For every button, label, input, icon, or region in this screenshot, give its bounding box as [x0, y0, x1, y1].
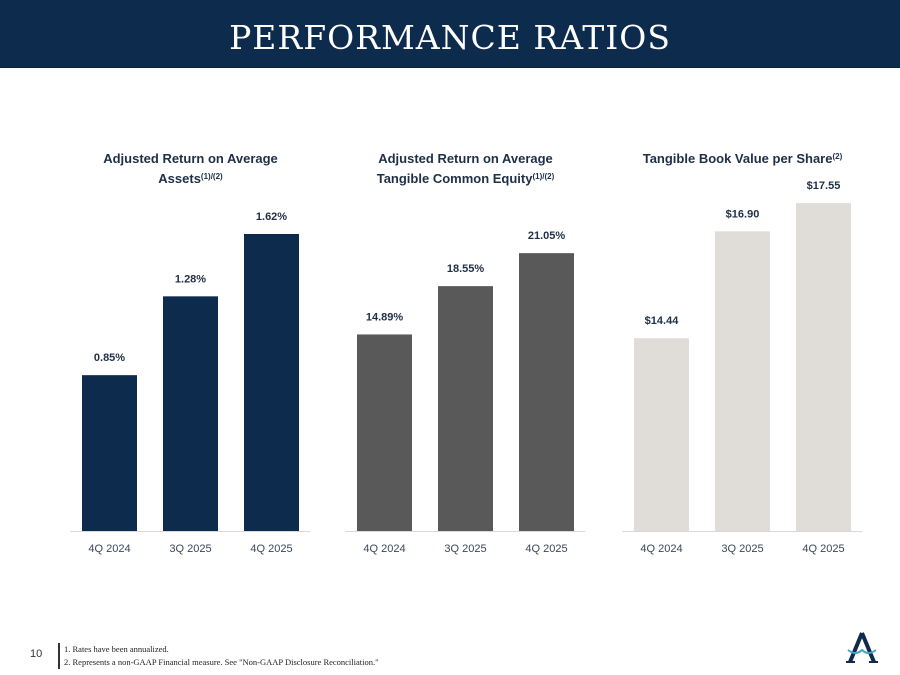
x-tick-label: 3Q 2025	[721, 543, 763, 555]
x-tick-label: 4Q 2024	[363, 543, 405, 555]
bar-3q-2025	[715, 231, 770, 532]
footnotes: 1. Rates have been annualized. 2. Repres…	[58, 643, 379, 669]
data-label: $17.55	[807, 180, 841, 192]
bar-4q-2025	[519, 253, 574, 531]
chart-title: Assets(1)/(2)	[158, 171, 223, 186]
data-label: 14.89%	[366, 311, 404, 323]
charts: Adjusted Return on Average Assets(1)/(2) 0…	[70, 151, 862, 555]
page-title: PERFORMANCE RATIOS	[229, 18, 671, 57]
data-label: $14.44	[645, 315, 680, 327]
bar-4q-2024	[82, 375, 137, 531]
data-label: 18.55%	[447, 263, 485, 275]
chart-title: Tangible Common Equity(1)/(2)	[377, 171, 555, 186]
data-label: 0.85%	[94, 352, 125, 364]
data-label: 1.62%	[256, 211, 287, 223]
bar-4q-2024	[357, 334, 412, 531]
x-tick-label: 4Q 2024	[640, 543, 682, 555]
bar-4q-2024	[634, 338, 689, 531]
header-banner: PERFORMANCE RATIOS	[0, 0, 900, 68]
bar-3q-2025	[163, 296, 218, 531]
footnote-2: 2. Represents a non-GAAP Financial measu…	[64, 657, 379, 667]
chart-title: Adjusted Return on Average	[378, 151, 553, 166]
footnote-1: 1. Rates have been annualized.	[64, 644, 169, 654]
bar-4q-2025	[244, 234, 299, 531]
data-label: 21.05%	[528, 230, 566, 242]
x-tick-label: 3Q 2025	[169, 543, 211, 555]
company-logo-icon	[846, 632, 878, 663]
x-tick-label: 3Q 2025	[444, 543, 486, 555]
chart-title: Adjusted Return on Average	[103, 151, 278, 166]
chart-title: Tangible Book Value per Share(2)	[643, 151, 843, 166]
x-tick-label: 4Q 2025	[525, 543, 567, 555]
x-tick-label: 4Q 2024	[88, 543, 130, 555]
data-label: 1.28%	[175, 273, 206, 285]
x-tick-label: 4Q 2025	[802, 543, 844, 555]
bar-4q-2025	[796, 203, 851, 531]
page-number: 10	[30, 648, 43, 660]
data-label: $16.90	[726, 208, 760, 220]
x-tick-label: 4Q 2025	[250, 543, 292, 555]
bar-3q-2025	[438, 286, 493, 531]
